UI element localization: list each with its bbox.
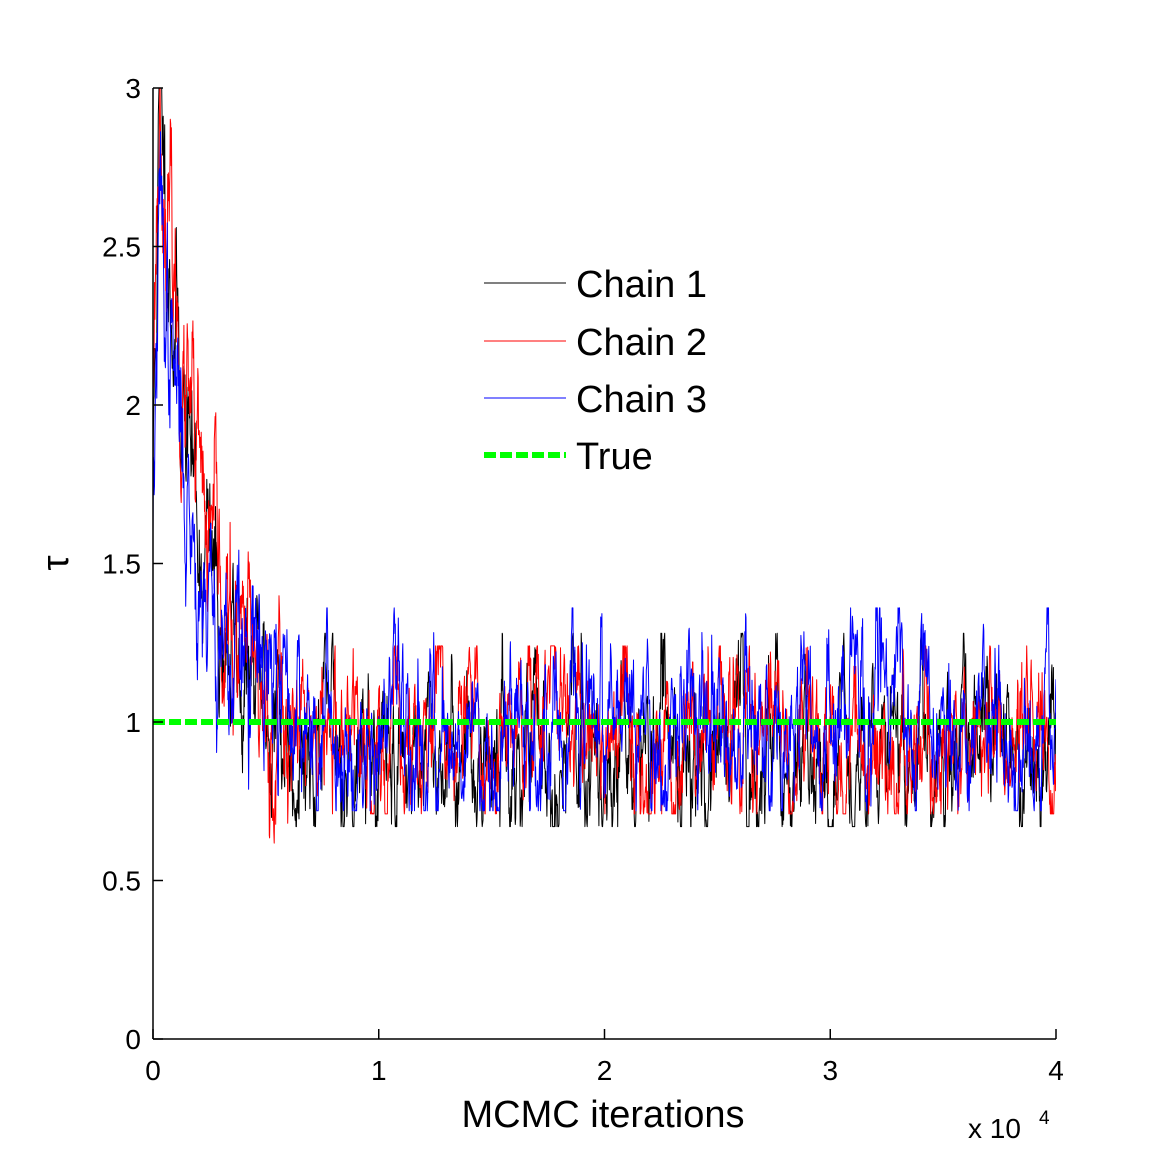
legend-label-chain-2: Chain 2 (576, 322, 707, 364)
x-axis-title: MCMC iterations (462, 1094, 745, 1136)
legend-label-true: True (576, 436, 653, 478)
x-exponent-base: x 10 (968, 1113, 1021, 1144)
x-tick-label: 2 (597, 1055, 613, 1086)
legend-label-chain-1: Chain 1 (576, 264, 707, 306)
legend-entry-chain-2: Chain 2 (484, 322, 707, 364)
y-tick-label: 3 (125, 73, 141, 104)
series-line-chain-3 (153, 131, 1056, 812)
legend: Chain 1 Chain 2 Chain 3 True (484, 264, 707, 478)
legend-entry-chain-1: Chain 1 (484, 264, 707, 306)
x-ticks: 0 1 2 3 4 (145, 1029, 1064, 1086)
series-layer (153, 88, 1056, 844)
y-tick-label: 2.5 (102, 232, 141, 263)
y-tick-label: 2 (125, 390, 141, 421)
legend-label-chain-3: Chain 3 (576, 379, 707, 421)
y-axis-title: τ (35, 555, 77, 570)
y-ticks: 0 0.5 1 1.5 2 2.5 3 (102, 73, 163, 1055)
y-tick-label: 1 (125, 707, 141, 738)
y-tick-label: 0.5 (102, 866, 141, 897)
legend-entry-true: True (484, 436, 653, 478)
x-tick-label: 4 (1048, 1055, 1064, 1086)
x-exponent-power: 4 (1039, 1108, 1050, 1129)
x-tick-label: 1 (371, 1055, 387, 1086)
x-tick-label: 0 (145, 1055, 161, 1086)
x-tick-label: 3 (822, 1055, 838, 1086)
y-tick-label: 0 (125, 1024, 141, 1055)
y-tick-label: 1.5 (102, 549, 141, 580)
x-exponent-label: x 10 4 (968, 1108, 1050, 1144)
legend-entry-chain-3: Chain 3 (484, 379, 707, 421)
